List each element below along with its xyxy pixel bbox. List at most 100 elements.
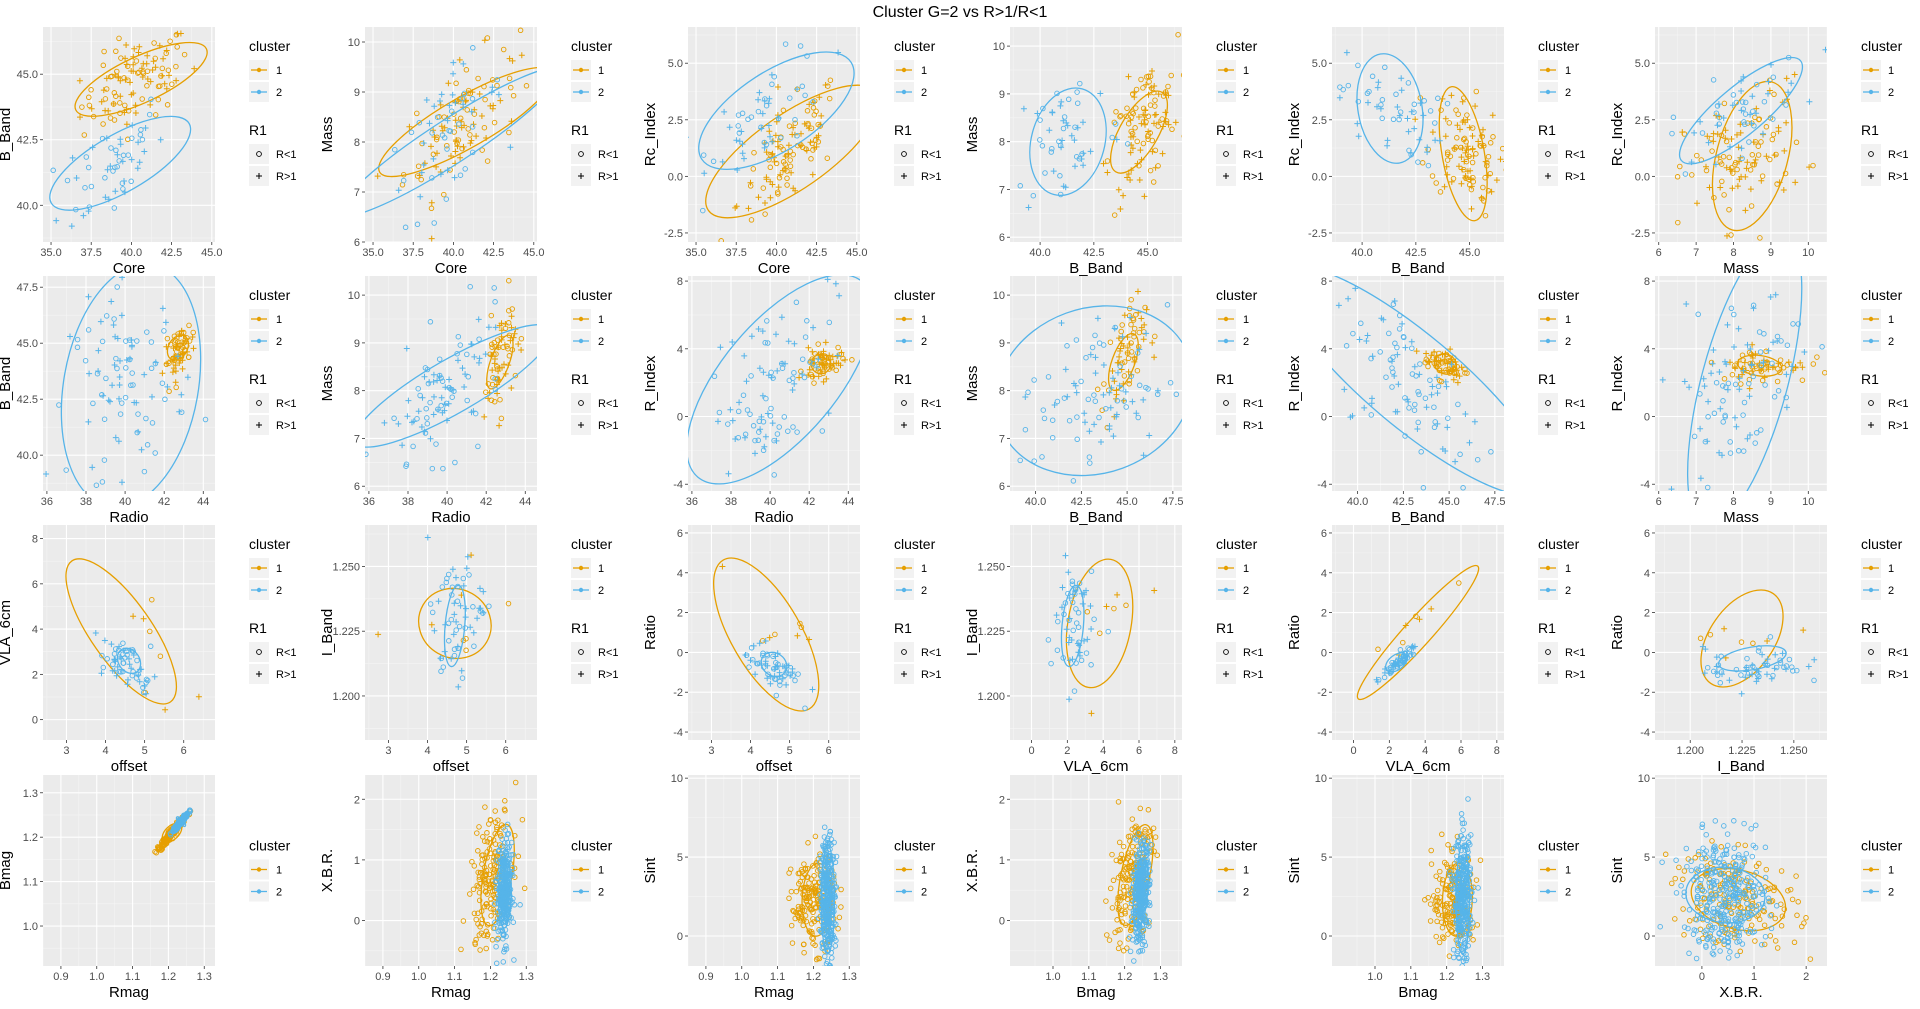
data-point: [826, 918, 833, 925]
data-point: [439, 378, 446, 384]
data-point: [756, 429, 762, 435]
data-point: [1116, 839, 1123, 846]
legend-title-r1: R1: [1538, 371, 1556, 387]
data-point: [783, 152, 790, 159]
data-point: [114, 68, 120, 75]
data-point: [1128, 321, 1134, 328]
data-point: [169, 81, 175, 87]
data-point: [1031, 377, 1037, 383]
data-point: [173, 63, 179, 70]
data-point: [1124, 871, 1131, 877]
data-point: [1731, 311, 1737, 318]
data-point: [135, 428, 142, 435]
data-point: [1073, 389, 1080, 396]
data-point: [1115, 799, 1122, 805]
data-point: [456, 56, 463, 63]
data-point: [762, 433, 769, 440]
data-point: [501, 806, 508, 813]
legend-label-r1: R<1: [1243, 398, 1264, 410]
data-point: [1078, 156, 1085, 162]
data-point: [202, 416, 209, 423]
data-point: [149, 393, 155, 400]
data-point: [493, 960, 500, 966]
data-point: [837, 362, 844, 369]
data-point: [1728, 136, 1735, 142]
data-point: [750, 166, 757, 172]
data-point: [1092, 354, 1099, 361]
cluster-ellipse: [1433, 353, 1458, 375]
data-point: [1705, 398, 1712, 405]
data-point: [1763, 124, 1770, 130]
data-point: [131, 45, 138, 52]
legend-label-r1: R<1: [1243, 149, 1264, 161]
data-point: [761, 139, 768, 146]
y-tick-label: 6: [1644, 528, 1650, 540]
data-point: [1122, 910, 1128, 917]
data-point: [174, 353, 181, 360]
y-tick-label: 8: [32, 534, 38, 546]
data-point: [776, 424, 782, 430]
data-point: [494, 936, 500, 943]
data-point: [1345, 295, 1352, 302]
data-point: [1706, 184, 1713, 191]
legend-key-plus: [901, 422, 907, 428]
legend-key-plus: [1868, 422, 1874, 428]
data-point: [178, 391, 185, 398]
x-tick-label: 1.250: [1780, 745, 1808, 757]
data-point: [448, 616, 455, 623]
data-point: [512, 779, 519, 786]
data-point: [1088, 710, 1095, 717]
data-point: [785, 428, 791, 434]
data-point: [456, 121, 462, 127]
data-point: [1085, 396, 1092, 403]
data-point: [453, 618, 460, 625]
data-point: [99, 392, 105, 398]
data-point: [1133, 410, 1140, 417]
data-point: [1433, 374, 1440, 381]
data-point: [1064, 393, 1071, 400]
legend-key-dot: [578, 889, 584, 894]
x-axis-title: offset: [433, 758, 470, 775]
data-point: [190, 329, 196, 336]
data-point: [1375, 646, 1381, 653]
data-point: [449, 566, 456, 573]
data-point: [134, 165, 141, 172]
legend-key: [894, 144, 914, 164]
data-point: [1061, 395, 1068, 401]
data-point: [1733, 99, 1740, 106]
data-point: [1100, 362, 1107, 368]
x-tick-label: 0: [1350, 745, 1356, 757]
data-point: [500, 46, 507, 53]
data-point: [1415, 388, 1421, 395]
legend-key-plus: [256, 671, 262, 677]
panel-background: [43, 27, 215, 242]
data-point: [491, 119, 498, 126]
data-point: [811, 879, 818, 886]
plot-area: [1669, 46, 1827, 241]
data-point: [806, 928, 812, 934]
panel-background: [1010, 525, 1182, 740]
data-point: [748, 373, 754, 379]
y-tick-label: 0.0: [668, 171, 683, 183]
data-point: [1051, 402, 1058, 408]
panel-background: [1010, 775, 1182, 966]
data-point: [1765, 366, 1772, 373]
x-axis-title: B_Band: [1069, 509, 1122, 526]
data-point: [1107, 404, 1114, 411]
data-point: [482, 96, 488, 103]
data-point: [1704, 133, 1711, 140]
data-point: [1459, 166, 1466, 173]
data-point: [452, 459, 458, 466]
data-point: [1113, 109, 1119, 115]
data-point: [134, 429, 140, 436]
data-point: [1716, 114, 1723, 121]
data-point: [1726, 206, 1732, 213]
data-point: [1141, 193, 1148, 200]
data-point: [1147, 102, 1154, 108]
data-point: [191, 65, 198, 72]
data-point: [1361, 404, 1368, 411]
data-point: [1128, 296, 1134, 303]
data-point: [826, 885, 833, 891]
data-point: [825, 83, 831, 89]
